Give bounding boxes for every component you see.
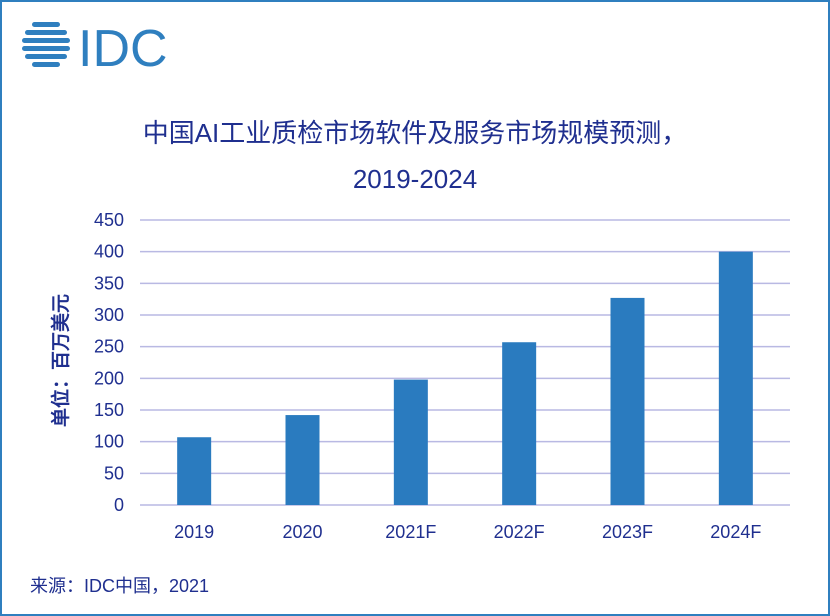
x-tick-label: 2023F [602, 522, 653, 542]
x-tick-label: 2024F [710, 522, 761, 542]
x-tick-label: 2021F [385, 522, 436, 542]
source-note: 来源：IDC中国，2021 [30, 576, 210, 596]
bar-2021f [393, 379, 428, 505]
chart-title-line1: 中国AI工业质检市场软件及服务市场规模预测， [142, 118, 688, 148]
y-tick-label: 450 [94, 210, 124, 230]
chart-title: 中国AI工业质检市场软件及服务市场规模预测， 2019-2024 [0, 110, 830, 202]
y-tick-label: 350 [94, 273, 124, 293]
bar-2024f [718, 251, 753, 505]
y-tick-label: 0 [114, 495, 124, 515]
x-tick-label: 2019 [174, 522, 214, 542]
globe-icon [22, 22, 70, 67]
x-tick-label: 2022F [494, 522, 545, 542]
x-tick-label: 2020 [282, 522, 322, 542]
y-tick-label: 150 [94, 400, 124, 420]
bar-2019 [177, 437, 212, 505]
y-tick-label: 400 [94, 242, 124, 262]
y-tick-label: 300 [94, 305, 124, 325]
idc-logo: IDC [22, 20, 168, 76]
y-tick-label: 200 [94, 368, 124, 388]
y-tick-label: 50 [104, 463, 124, 483]
chart-title-line2: 2019-2024 [352, 164, 478, 194]
logo-text: IDC [78, 20, 168, 76]
y-tick-label: 250 [94, 337, 124, 357]
bar-2022f [502, 342, 537, 505]
bar-2020 [285, 415, 320, 505]
y-tick-label: 100 [94, 432, 124, 452]
bar-2023f [610, 297, 645, 505]
